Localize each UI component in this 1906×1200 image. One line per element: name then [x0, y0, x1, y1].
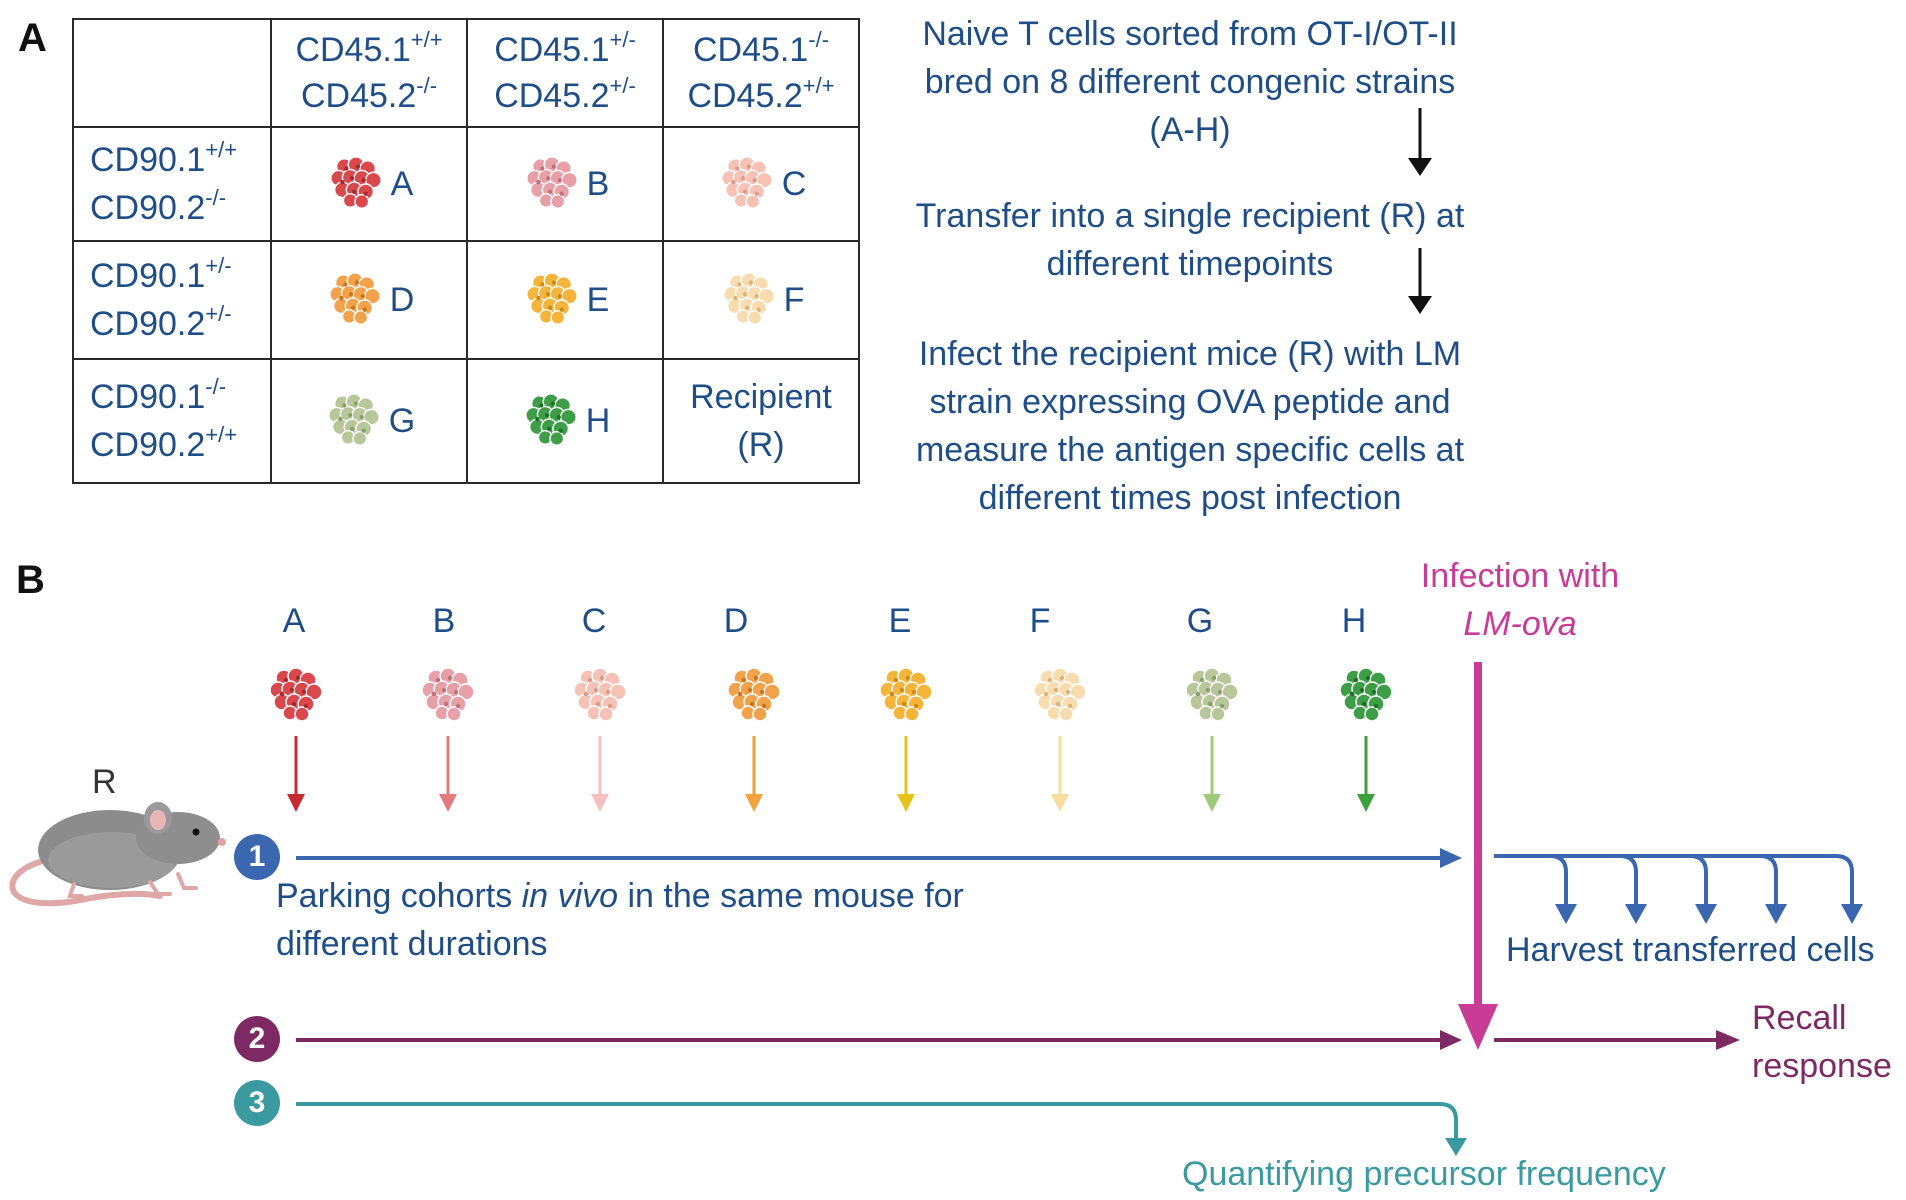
- cohort-label-e: E: [888, 602, 912, 640]
- step-3-badge: 3: [234, 1080, 280, 1126]
- flow-step-2: Transfer into a single recipient (R) at …: [915, 197, 1465, 283]
- harvest-label: Harvest transferred cells: [1506, 931, 1875, 969]
- cohort-label-d: D: [723, 602, 749, 640]
- transfer-arrow-a: [287, 736, 305, 812]
- mouse-icon: [9, 802, 226, 907]
- cohort-cluster-icon-g: [1185, 667, 1239, 722]
- cohort-label-g: G: [1186, 602, 1214, 640]
- table-cell-e: E: [466, 240, 664, 360]
- transfer-arrow-c: [591, 736, 609, 812]
- col-header-2: CD45.1+/- CD45.2+/-: [466, 18, 664, 128]
- flow-arrow-2: [1408, 248, 1432, 314]
- table-cell-g: G: [270, 358, 468, 484]
- cohort-label-h: H: [1341, 602, 1367, 640]
- flow-step-1: Naive T cells sorted from OT-I/OT-II bre…: [922, 15, 1458, 149]
- transfer-arrow-d: [745, 736, 763, 812]
- cohort-cluster-icon-c: [573, 667, 627, 722]
- flow-step-3: Infect the recipient mice (R) with LM st…: [915, 335, 1465, 517]
- transfer-arrow-h: [1357, 736, 1375, 812]
- infection-label: Infection with LM-ova: [1420, 557, 1620, 643]
- col-header-1: CD45.1+/+ CD45.2-/-: [270, 18, 468, 128]
- table-corner-cell: [72, 18, 272, 128]
- table-cell-b: B: [466, 126, 664, 242]
- harvest-branch: [1494, 854, 1854, 906]
- step-1-badge: 1: [234, 834, 280, 880]
- transfer-arrow-b: [439, 736, 457, 812]
- table-cell-c: C: [662, 126, 860, 242]
- cohort-cluster-icon-e: [879, 667, 933, 722]
- col-header-3: CD45.1-/- CD45.2+/+: [662, 18, 860, 128]
- row-header-3: CD90.1-/- CD90.2+/+: [72, 358, 272, 484]
- table-cell-f: F: [662, 240, 860, 360]
- mouse-label: R: [92, 763, 117, 801]
- transfer-arrow-f: [1051, 736, 1069, 812]
- cohort-label-f: F: [1029, 602, 1051, 640]
- table-cell-d: D: [270, 240, 468, 360]
- congenic-strain-table: CD45.1+/+ CD45.2-/- CD45.1+/- CD45.2+/- …: [72, 18, 860, 484]
- step-2-badge: 2: [234, 1016, 280, 1062]
- step1-arrow: [296, 848, 1462, 868]
- quantify-label: Quantifying precursor frequency: [1182, 1155, 1666, 1193]
- table-cell-a: A: [270, 126, 468, 242]
- cohort-cluster-icon-a: [269, 667, 323, 722]
- table-cell-h: H: [466, 358, 664, 484]
- row-header-2: CD90.1+/- CD90.2+/-: [72, 240, 272, 360]
- harvest-arrowheads: [1555, 904, 1863, 924]
- cohort-cluster-icon-d: [727, 667, 781, 722]
- table-cell-recipient: Recipient (R): [662, 358, 860, 484]
- recall-label: Recall response: [1752, 999, 1892, 1085]
- step3-arrow: [296, 1102, 1467, 1156]
- cohort-label-a: A: [282, 602, 306, 640]
- cohort-cluster-icon-f: [1033, 667, 1087, 722]
- step2-arrow: [296, 1030, 1740, 1050]
- row-header-1: CD90.1+/+ CD90.2-/-: [72, 126, 272, 242]
- cohort-label-c: C: [581, 602, 607, 640]
- panel-a-label: A: [18, 16, 47, 60]
- cohort-cluster-icon-b: [421, 667, 475, 722]
- flow-arrow-1: [1408, 108, 1432, 176]
- panel-b-label: B: [16, 558, 45, 602]
- step1-description: Parking cohorts in vivo in the same mous…: [276, 877, 964, 963]
- infection-arrow: [1458, 662, 1498, 1050]
- cohort-cluster-icon-h: [1339, 667, 1393, 722]
- transfer-arrow-g: [1203, 736, 1221, 812]
- transfer-arrow-e: [897, 736, 915, 812]
- cohort-label-b: B: [432, 602, 456, 640]
